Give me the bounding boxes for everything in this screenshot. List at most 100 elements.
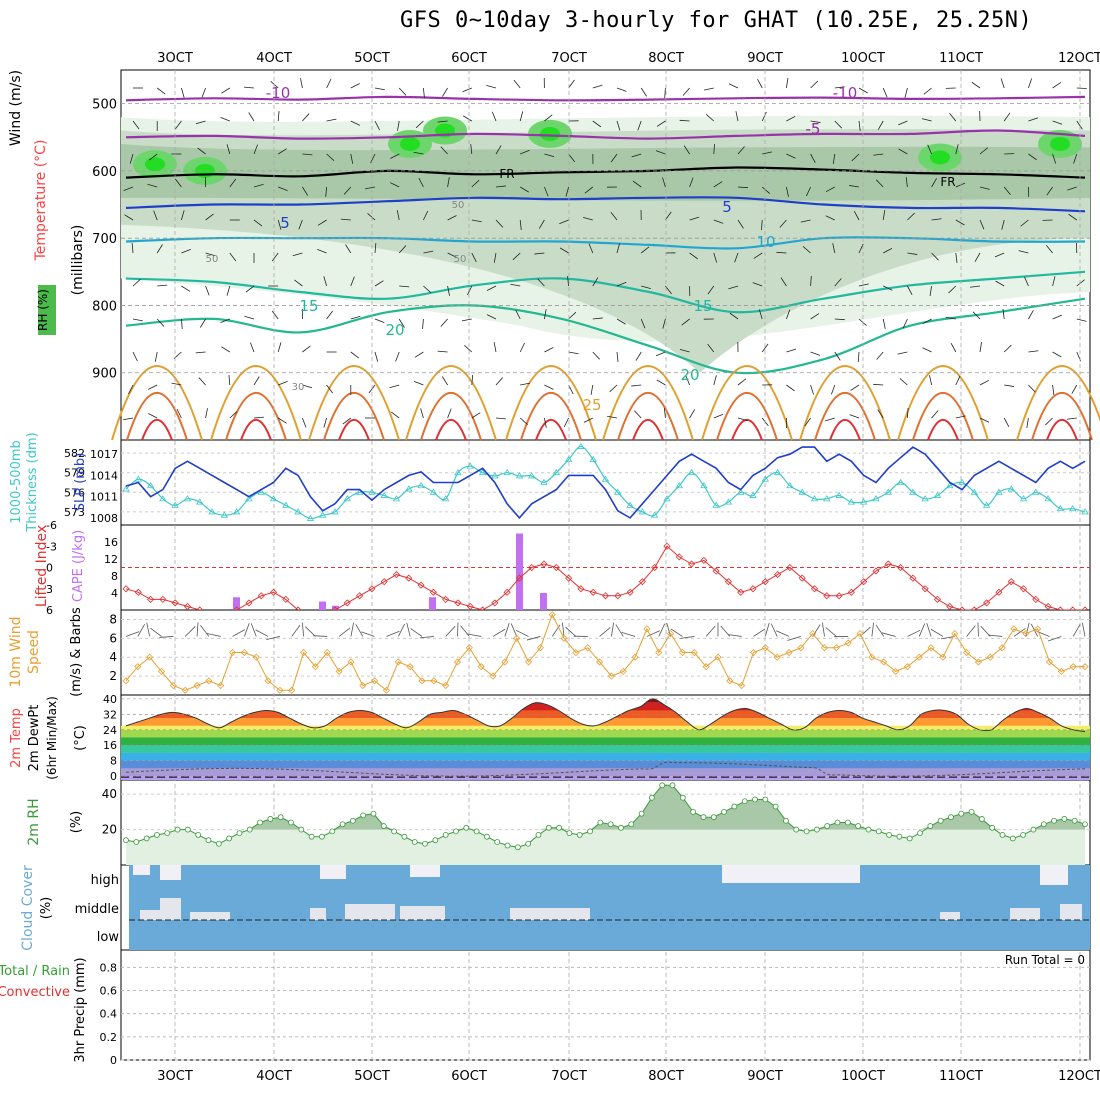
wind10m-marker [477,663,485,671]
thickness-tick: 579 [64,467,85,480]
wind-barb [728,83,739,89]
wind-barb [1076,279,1085,287]
rh2m-marker [669,782,676,789]
isotherm-label: 5 [722,198,732,216]
wind10m-barb [338,627,351,637]
rh2m-marker [927,823,934,829]
wind10m-barb [1047,636,1062,642]
wind-barb [592,317,603,320]
thickness-marker [650,511,659,518]
wind10m-marker [738,681,746,690]
wind-barb [1028,350,1039,353]
thickness-marker [503,468,511,476]
lifted-index-marker [405,574,413,582]
wind-barb [423,87,425,98]
wind-barb [927,144,932,155]
isotherm-25-dome [111,365,203,441]
thickness-marker [884,488,892,495]
wind10m-barb [200,625,210,637]
wind-barb [447,215,457,221]
wind-barb [583,217,593,221]
wind-barb [786,186,789,197]
wind10m-barb [599,627,611,637]
wind-barb [181,285,191,292]
rh2m-marker [494,839,501,845]
lifted-index-marker [368,585,376,593]
rh2m-marker [844,819,851,826]
wind10m-marker [442,681,450,690]
wind-barb [810,275,812,287]
wind-barb [834,278,842,287]
wind-barb [271,252,279,262]
wind-barb [413,381,424,386]
wind-barb [157,284,168,287]
wind-barb [663,408,666,419]
rh2m-marker [731,803,738,810]
wind-barb [802,246,811,254]
wind-barb [205,285,210,296]
wind-barb [253,376,260,386]
ylabel-6hr: (6hr Min/Max) [45,696,59,780]
x-axis-bottom-label: 7OCT [551,1069,587,1084]
rh2m-marker [164,830,171,837]
wind10m-barb [266,636,281,640]
rh2m-line [125,784,1086,848]
wind10m-marker [619,667,627,675]
wind-barb [350,315,361,320]
ylabel-2m-rh: 2m RH [26,798,42,845]
x-axis-bottom-label: 6OCT [451,1069,487,1084]
thickness-marker [663,495,671,502]
wind10m-marker [868,653,876,661]
rh2m-marker [215,840,222,847]
temp-color-band [121,745,1090,753]
wind-barb [616,351,619,362]
wind-barb [220,318,230,323]
wind-barb [1052,384,1055,395]
wind-barb [326,384,333,394]
isotherm-label: -10 [833,84,858,102]
rh2m-marker [813,826,820,833]
lifted-index-line [125,545,1085,610]
lifted-index-marker [675,553,683,561]
wind10m-marker [453,658,462,666]
thickness-marker [1056,504,1065,512]
wind-barb [471,219,482,223]
wind10m-marker [311,663,319,671]
wind-barb [689,252,698,260]
lifted-index-marker [933,595,942,603]
wind-barb [300,78,303,89]
rh2m-marker [865,826,872,833]
thickness-marker [638,508,647,515]
wind-barb [153,210,158,221]
x-axis-top-label: 5OCT [354,51,390,66]
thickness-marker [441,495,450,502]
wind10m-marker [288,686,296,694]
cloud-level-label: low [97,930,120,945]
cloud-mid-block [1060,904,1082,920]
wind-barb [689,177,694,188]
wind-barb [1045,244,1053,254]
isotherm-label: 5 [280,214,290,232]
wind-barb [131,243,134,254]
rh2m-marker [267,816,274,822]
isotherm-label: FR [499,167,514,181]
wind10m-barb [940,636,955,640]
wind-barb [689,216,700,221]
isotherm-35-dome [927,419,959,441]
rh2m-marker [896,833,903,840]
wind-barb [683,145,690,155]
lifted-index-marker [626,588,634,596]
lifted-index-marker [392,571,401,579]
wind-barb [850,384,860,391]
wind-barb [175,120,182,130]
isotherm-25-dome [602,365,694,441]
wind-barb [397,120,400,131]
thickness-marker [1032,488,1040,495]
wind-barb [616,318,626,325]
wind10m-marker [702,663,710,671]
wind-barb [420,408,424,419]
wind-barb [389,384,400,389]
cloud-mid-block [345,904,395,920]
wind-barb [244,86,255,89]
rh2m-marker [690,808,697,815]
